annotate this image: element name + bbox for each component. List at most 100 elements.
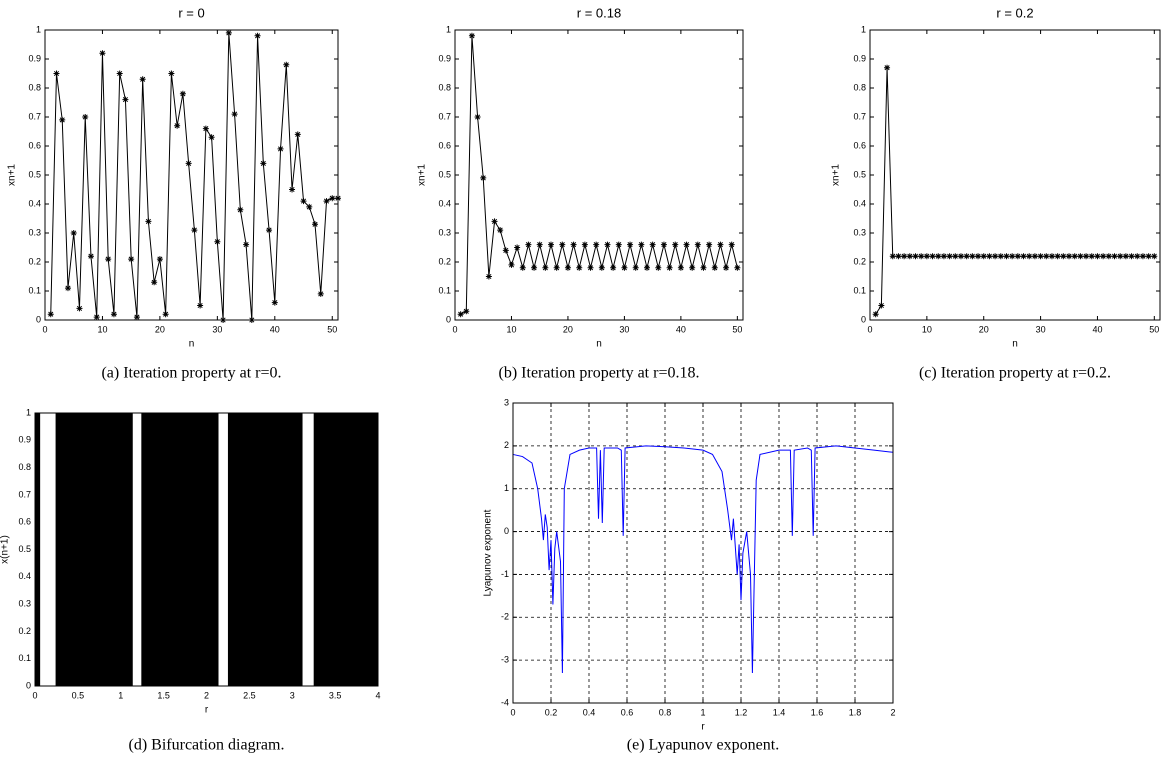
marker [975,253,982,260]
marker [1071,253,1078,260]
marker [1048,253,1055,260]
marker [1151,253,1158,260]
x-axis-label: r [701,722,705,733]
marker [536,241,543,248]
marker [610,264,617,271]
marker [723,264,730,271]
caption: (b) Iteration property at r=0.18. [499,365,700,382]
marker [542,264,549,271]
marker [225,29,232,36]
y-tick-label: 0.8 [853,82,866,92]
y-tick-label: 0.5 [853,169,866,179]
y-tick-label: 0.6 [28,140,41,150]
chart-title: r = 0.18 [577,5,621,20]
marker [559,241,566,248]
marker [940,253,947,260]
marker [576,264,583,271]
y-tick-label: -1 [501,569,509,579]
x-tick-label: 1.5 [157,690,170,700]
marker [179,90,186,97]
marker [912,253,919,260]
y-tick-label: 2 [504,440,509,450]
marker [621,264,628,271]
caption: (a) Iteration property at r=0. [101,365,281,382]
marker [502,247,509,254]
marker [615,241,622,248]
marker [946,253,953,260]
y-tick-label: 0.5 [438,169,451,179]
x-tick-label: 0 [510,707,515,717]
marker [1066,253,1073,260]
marker [139,76,146,83]
marker [728,241,735,248]
marker [497,227,504,234]
marker [174,122,181,129]
marker [1003,253,1010,260]
x-axis-label: n [1012,339,1018,350]
marker [587,264,594,271]
y-tick-label: 0 [446,314,451,324]
marker [208,134,215,141]
y-tick-label: 0.4 [853,198,866,208]
marker [59,116,66,123]
y-tick-label: 0.5 [28,169,41,179]
marker [1083,253,1090,260]
y-tick-label: 0.7 [438,111,451,121]
x-tick-label: 3 [290,690,295,700]
marker [474,114,481,120]
x-tick-label: 30 [212,324,222,334]
x-tick-label: 3.5 [329,690,342,700]
marker [1037,253,1044,260]
x-axis-label: r [205,705,209,716]
chaotic-band [55,413,133,686]
marker [969,253,976,260]
chaotic-band [313,413,378,686]
marker [197,302,204,309]
y-tick-label: 3 [504,397,509,407]
y-tick-label: 1 [36,24,41,34]
marker [878,302,885,309]
marker [99,50,106,57]
x-tick-label: 1.6 [811,707,824,717]
x-tick-label: 2.5 [243,690,256,700]
marker [116,70,123,77]
marker [935,253,942,260]
y-tick-label: -2 [501,612,509,622]
marker [485,273,492,280]
marker [677,264,684,271]
y-tick-label: 0.9 [18,435,31,445]
marker [952,253,959,260]
marker [156,256,163,263]
x-tick-label: 0.8 [659,707,672,717]
x-tick-label: 30 [619,324,629,334]
marker [1054,253,1061,260]
marker [82,114,89,120]
marker [929,253,936,260]
y-tick-label: 0.9 [438,53,451,63]
marker [266,227,273,234]
x-tick-label: 1.8 [849,707,862,717]
marker [694,241,701,248]
caption: (e) Lyapunov exponent. [627,737,779,754]
marker [329,195,336,202]
marker [548,241,554,248]
marker [986,253,993,260]
marker [1100,253,1107,260]
marker [1014,253,1021,260]
marker [283,61,290,68]
y-tick-label: 0 [26,680,31,690]
marker [1026,253,1033,260]
y-tick-label: 0.6 [853,140,866,150]
marker [644,264,650,271]
marker [168,70,175,77]
marker [1031,253,1038,260]
x-tick-label: 0 [32,690,37,700]
x-tick-label: 1 [700,707,705,717]
y-tick-label: 0.4 [18,571,31,581]
marker [64,285,71,292]
marker [1139,253,1146,260]
x-tick-label: 10 [922,324,932,334]
marker [306,203,313,210]
x-tick-label: 50 [327,324,337,334]
